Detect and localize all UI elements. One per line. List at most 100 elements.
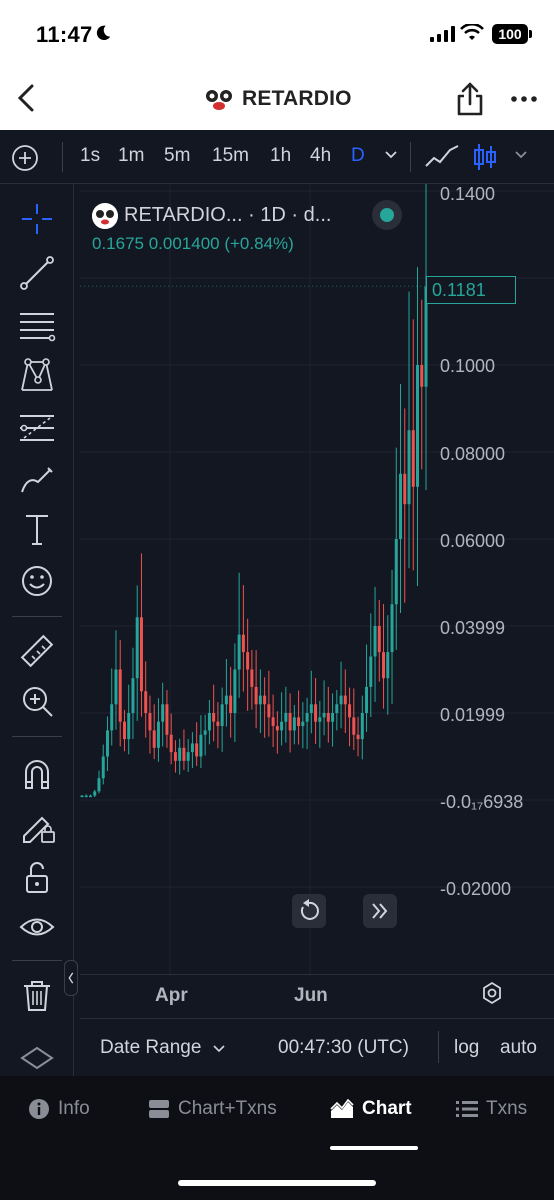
- horizontal-lines-icon[interactable]: [18, 306, 56, 344]
- share-button[interactable]: [452, 80, 488, 118]
- timeframe-4h[interactable]: 4h: [310, 145, 332, 166]
- price-tick-label: 0.1400: [440, 184, 496, 204]
- log-scale-toggle[interactable]: log: [454, 1037, 480, 1058]
- candle-body: [314, 704, 318, 722]
- candle-body: [250, 669, 254, 687]
- toolbar-divider: [62, 142, 63, 172]
- chart-settings-icon[interactable]: [480, 981, 504, 1005]
- reset-chart-button[interactable]: [292, 894, 326, 928]
- candle-body: [110, 704, 114, 731]
- candle-body: [326, 713, 330, 722]
- tab-txns[interactable]: Txns: [456, 1098, 527, 1128]
- timeframe-1s[interactable]: 1s: [80, 145, 101, 166]
- crosshair-icon[interactable]: [18, 200, 56, 238]
- candle-body: [144, 691, 148, 713]
- candle-body: [373, 626, 377, 657]
- pattern-icon[interactable]: [18, 356, 56, 394]
- candle-body: [156, 721, 160, 748]
- candle-body: [212, 713, 216, 722]
- lock-drawings-icon[interactable]: [18, 806, 56, 844]
- candle-body: [152, 730, 156, 748]
- candle-body: [301, 721, 305, 727]
- candle-body: [267, 704, 271, 718]
- date-range-dropdown[interactable]: Date Range: [100, 1037, 225, 1059]
- nav-header: RETARDIO: [0, 70, 554, 130]
- tab-chart-txns[interactable]: Chart+Txns: [148, 1098, 277, 1128]
- timeframe-15m[interactable]: 15m: [212, 145, 249, 166]
- visibility-eye-icon[interactable]: [18, 908, 56, 946]
- candle-body: [297, 717, 301, 727]
- fib-retracement-icon[interactable]: [18, 408, 56, 446]
- brush-icon[interactable]: [18, 460, 56, 498]
- tab-info[interactable]: Info: [28, 1098, 90, 1128]
- candle-body: [411, 430, 415, 487]
- chart-txns-icon: [149, 1100, 169, 1118]
- candle-body: [229, 695, 233, 713]
- text-tool-icon[interactable]: [18, 510, 56, 548]
- candle-body: [84, 795, 88, 798]
- last-price-badge: 0.1181: [426, 276, 516, 304]
- collapse-toolbar-button[interactable]: [64, 960, 78, 996]
- unlock-icon[interactable]: [18, 858, 56, 896]
- scroll-to-realtime-button[interactable]: [363, 894, 397, 928]
- candle-body: [309, 704, 313, 713]
- candle-body: [258, 695, 262, 705]
- token-logo: [202, 82, 236, 116]
- chart-legend-title[interactable]: RETARDIO... · 1D · d...: [124, 204, 332, 226]
- utc-clock[interactable]: 00:47:30 (UTC): [278, 1037, 409, 1058]
- tool-divider: [12, 960, 62, 961]
- candle-body: [182, 747, 186, 761]
- line-chart-icon[interactable]: [424, 144, 460, 170]
- price-tick-label: 0.08000: [440, 444, 506, 464]
- more-options-button[interactable]: [506, 82, 542, 116]
- tool-divider: [12, 616, 62, 617]
- ruler-icon[interactable]: [18, 632, 56, 670]
- candle-body: [161, 704, 165, 722]
- candle-body: [271, 717, 275, 727]
- candlestick-chart-icon[interactable]: [472, 142, 498, 172]
- candle-body: [399, 473, 403, 539]
- trash-icon[interactable]: [18, 976, 56, 1014]
- tool-divider: [12, 736, 62, 737]
- trend-line-icon[interactable]: [18, 254, 56, 292]
- magnet-icon[interactable]: [18, 754, 56, 792]
- candle-body: [275, 726, 279, 731]
- back-button[interactable]: [8, 78, 48, 118]
- emoji-icon[interactable]: [18, 562, 56, 600]
- timeframe-1m[interactable]: 1m: [118, 145, 145, 166]
- candle-body: [420, 365, 424, 387]
- drawing-toolbar: [0, 184, 74, 1076]
- list-icon: [456, 1101, 478, 1117]
- add-indicator-button[interactable]: [10, 143, 40, 173]
- info-icon: [29, 1099, 49, 1119]
- candle-body: [135, 617, 139, 679]
- timeframe-chevron-down-icon[interactable]: [384, 150, 398, 160]
- candle-body: [263, 695, 267, 705]
- candle-body: [203, 730, 207, 735]
- candle-body: [331, 713, 335, 722]
- moon-icon: [96, 25, 111, 41]
- candle-body: [360, 713, 364, 740]
- time-tick-label: Apr: [155, 985, 188, 1006]
- candle-body: [139, 617, 143, 692]
- candle-body: [348, 704, 352, 718]
- candle-body: [93, 791, 97, 796]
- candle-body: [369, 656, 373, 687]
- candle-body: [169, 734, 173, 753]
- timeframe-d[interactable]: D: [351, 145, 365, 166]
- home-indicator: [178, 1180, 376, 1186]
- candle-body: [377, 626, 381, 653]
- candle-body: [288, 713, 292, 731]
- candle-body: [101, 756, 105, 779]
- candle-body: [386, 652, 390, 679]
- candle-body: [335, 704, 339, 713]
- tab-chart[interactable]: Chart: [330, 1098, 412, 1128]
- chart-type-chevron-down-icon[interactable]: [514, 150, 528, 160]
- timeframe-5m[interactable]: 5m: [164, 145, 191, 166]
- page-title: RETARDIO: [242, 87, 352, 110]
- layers-icon[interactable]: [18, 1042, 56, 1080]
- timeframe-1h[interactable]: 1h: [270, 145, 292, 166]
- auto-scale-toggle[interactable]: auto: [500, 1037, 537, 1058]
- price-chart[interactable]: [80, 184, 554, 974]
- zoom-in-icon[interactable]: [18, 682, 56, 720]
